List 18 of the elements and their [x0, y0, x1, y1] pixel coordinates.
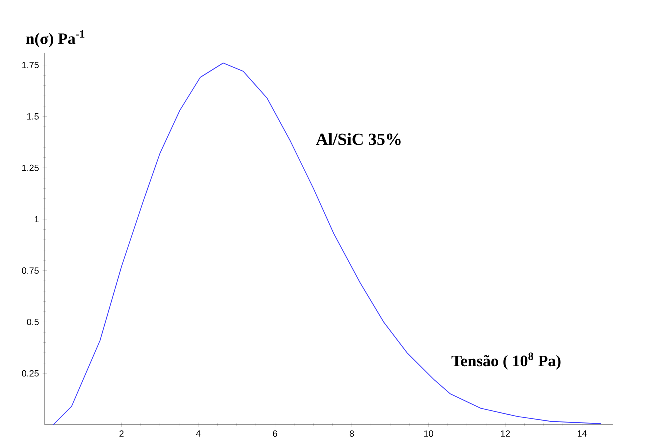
line-series [53, 62, 602, 426]
x-tick-label: 4 [196, 430, 201, 437]
series-label: Al/SiC 35% [316, 133, 401, 146]
x-tick-label: 8 [350, 430, 354, 438]
y-tick-label: 0.25 [22, 370, 39, 377]
y-tick-label: 1.75 [22, 62, 39, 68]
x-tick-label: 14 [578, 430, 588, 437]
y-tick-label: 1.25 [22, 164, 39, 172]
y-tick-label: 1.5 [28, 114, 39, 120]
x-tick-label: 12 [501, 430, 510, 437]
y-tick-label: 1 [35, 216, 39, 223]
y-tick-label: 0.5 [27, 319, 39, 326]
x-tick-label: 10 [424, 430, 434, 438]
x-tick-label: 6 [273, 430, 278, 438]
x-axis-title: Tensão ( 10$^{8}$ Pa) [452, 352, 561, 370]
x-tick-label: 2 [120, 430, 124, 437]
y-tick-label: 0.75 [22, 268, 39, 274]
y-axis-title: n(σ) Pa$^{-1}$ [26, 30, 85, 48]
